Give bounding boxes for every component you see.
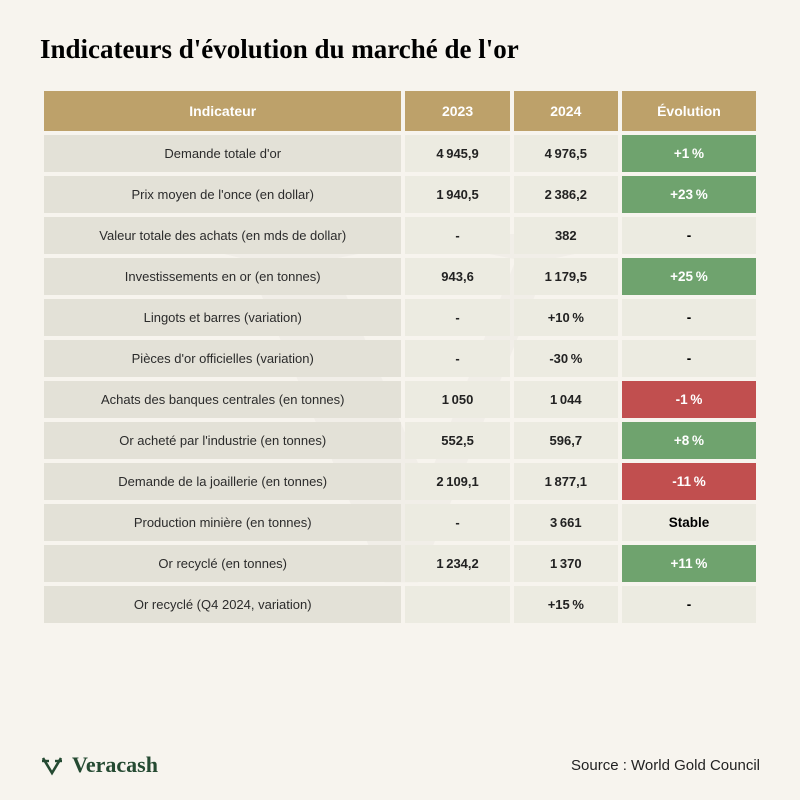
row-label: Valeur totale des achats (en mds de doll…	[44, 217, 401, 254]
cell-2023: -	[405, 340, 509, 377]
cell-2023: -	[405, 299, 509, 336]
cell-evolution: +23 %	[622, 176, 756, 213]
table-row: Or recyclé (en tonnes)1 234,21 370+11 %	[44, 545, 756, 582]
cell-2023: -	[405, 504, 509, 541]
cell-2023: 1 940,5	[405, 176, 509, 213]
cell-evolution: -	[622, 299, 756, 336]
cell-2024: 3 661	[514, 504, 618, 541]
cell-2024: 382	[514, 217, 618, 254]
cell-2024: 1 044	[514, 381, 618, 418]
cell-2024: 1 179,5	[514, 258, 618, 295]
cell-evolution: Stable	[622, 504, 756, 541]
cell-2024: +15 %	[514, 586, 618, 623]
table-row: Lingots et barres (variation)-+10 %-	[44, 299, 756, 336]
cell-evolution: +8 %	[622, 422, 756, 459]
cell-evolution: -	[622, 586, 756, 623]
cell-evolution: -1 %	[622, 381, 756, 418]
row-label: Demande totale d'or	[44, 135, 401, 172]
row-label: Or recyclé (Q4 2024, variation)	[44, 586, 401, 623]
cell-2023: 552,5	[405, 422, 509, 459]
cell-2024: 2 386,2	[514, 176, 618, 213]
cell-2023: 1 234,2	[405, 545, 509, 582]
source-label: Source : World Gold Council	[571, 757, 760, 774]
cell-evolution: +11 %	[622, 545, 756, 582]
table-row: Or recyclé (Q4 2024, variation) +15 %-	[44, 586, 756, 623]
row-label: Or acheté par l'industrie (en tonnes)	[44, 422, 401, 459]
row-label: Achats des banques centrales (en tonnes)	[44, 381, 401, 418]
cell-2023: 2 109,1	[405, 463, 509, 500]
table-row: Production minière (en tonnes)-3 661Stab…	[44, 504, 756, 541]
cell-2024: 1 370	[514, 545, 618, 582]
cell-evolution: +25 %	[622, 258, 756, 295]
cell-2024: 1 877,1	[514, 463, 618, 500]
table-row: Investissements en or (en tonnes)943,61 …	[44, 258, 756, 295]
table-row: Demande totale d'or4 945,94 976,5+1 %	[44, 135, 756, 172]
cell-2023: -	[405, 217, 509, 254]
cell-2023: 1 050	[405, 381, 509, 418]
row-label: Lingots et barres (variation)	[44, 299, 401, 336]
cell-2024: -30 %	[514, 340, 618, 377]
row-label: Prix moyen de l'once (en dollar)	[44, 176, 401, 213]
row-label: Or recyclé (en tonnes)	[44, 545, 401, 582]
table-row: Or acheté par l'industrie (en tonnes)552…	[44, 422, 756, 459]
col-header-indicator: Indicateur	[44, 91, 401, 131]
cell-evolution: -	[622, 217, 756, 254]
brand-name: Veracash	[72, 752, 158, 778]
col-header-evolution: Évolution	[622, 91, 756, 131]
page-container: Indicateurs d'évolution du marché de l'o…	[0, 0, 800, 627]
cell-2024: 596,7	[514, 422, 618, 459]
table-header-row: Indicateur 2023 2024 Évolution	[44, 91, 756, 131]
cell-2024: +10 %	[514, 299, 618, 336]
col-header-2023: 2023	[405, 91, 509, 131]
row-label: Investissements en or (en tonnes)	[44, 258, 401, 295]
cell-evolution: -11 %	[622, 463, 756, 500]
row-label: Pièces d'or officielles (variation)	[44, 340, 401, 377]
row-label: Production minière (en tonnes)	[44, 504, 401, 541]
cell-2023	[405, 586, 509, 623]
cell-2023: 4 945,9	[405, 135, 509, 172]
cell-2024: 4 976,5	[514, 135, 618, 172]
row-label: Demande de la joaillerie (en tonnes)	[44, 463, 401, 500]
cell-evolution: -	[622, 340, 756, 377]
footer: Veracash Source : World Gold Council	[40, 752, 760, 778]
table-row: Valeur totale des achats (en mds de doll…	[44, 217, 756, 254]
table-row: Achats des banques centrales (en tonnes)…	[44, 381, 756, 418]
brand-logo-icon	[40, 753, 64, 777]
brand: Veracash	[40, 752, 158, 778]
page-title: Indicateurs d'évolution du marché de l'o…	[40, 34, 760, 65]
cell-evolution: +1 %	[622, 135, 756, 172]
cell-2023: 943,6	[405, 258, 509, 295]
indicators-table: Indicateur 2023 2024 Évolution Demande t…	[40, 87, 760, 627]
table-row: Prix moyen de l'once (en dollar)1 940,52…	[44, 176, 756, 213]
col-header-2024: 2024	[514, 91, 618, 131]
table-row: Demande de la joaillerie (en tonnes)2 10…	[44, 463, 756, 500]
table-row: Pièces d'or officielles (variation)--30 …	[44, 340, 756, 377]
